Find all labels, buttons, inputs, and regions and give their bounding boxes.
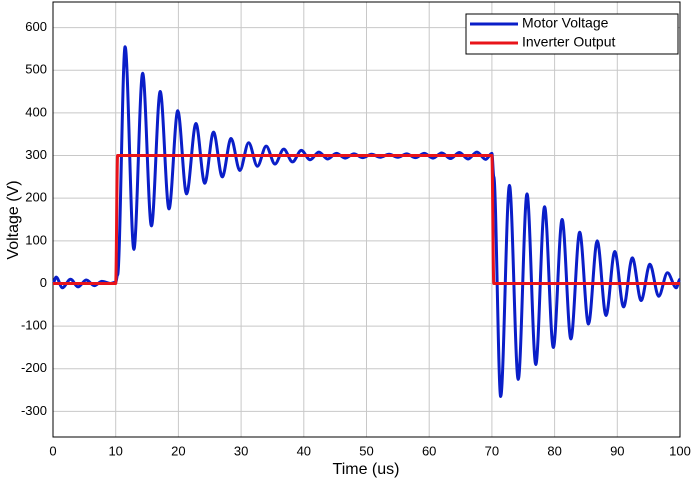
x-tick-label: 90 <box>610 443 624 458</box>
x-tick-label: 60 <box>422 443 436 458</box>
x-tick-label: 30 <box>234 443 248 458</box>
series-line <box>53 154 680 285</box>
x-tick-label: 70 <box>485 443 499 458</box>
y-tick-label: 300 <box>25 147 47 162</box>
x-tick-label: 80 <box>547 443 561 458</box>
x-tick-label: 0 <box>49 443 56 458</box>
y-tick-label: 600 <box>25 19 47 34</box>
y-tick-label: 200 <box>25 190 47 205</box>
x-tick-label: 50 <box>359 443 373 458</box>
y-tick-label: 500 <box>25 62 47 77</box>
y-tick-label: 400 <box>25 104 47 119</box>
y-tick-label: -100 <box>21 318 47 333</box>
x-axis-title: Time (us) <box>333 461 400 478</box>
legend-label: Inverter Output <box>522 34 615 50</box>
x-tick-label: 20 <box>171 443 185 458</box>
x-tick-label: 40 <box>297 443 311 458</box>
y-axis-title: Voltage (V) <box>5 180 22 259</box>
plot-frame <box>52 1 681 438</box>
legend-box <box>465 13 679 55</box>
y-tick-label: 0 <box>40 275 47 290</box>
legend-label: Motor Voltage <box>522 15 609 31</box>
y-tick-label: -200 <box>21 360 47 375</box>
y-tick-label: -300 <box>21 403 47 418</box>
y-tick-label: 100 <box>25 232 47 247</box>
x-tick-label: 100 <box>669 443 691 458</box>
x-tick-label: 10 <box>108 443 122 458</box>
